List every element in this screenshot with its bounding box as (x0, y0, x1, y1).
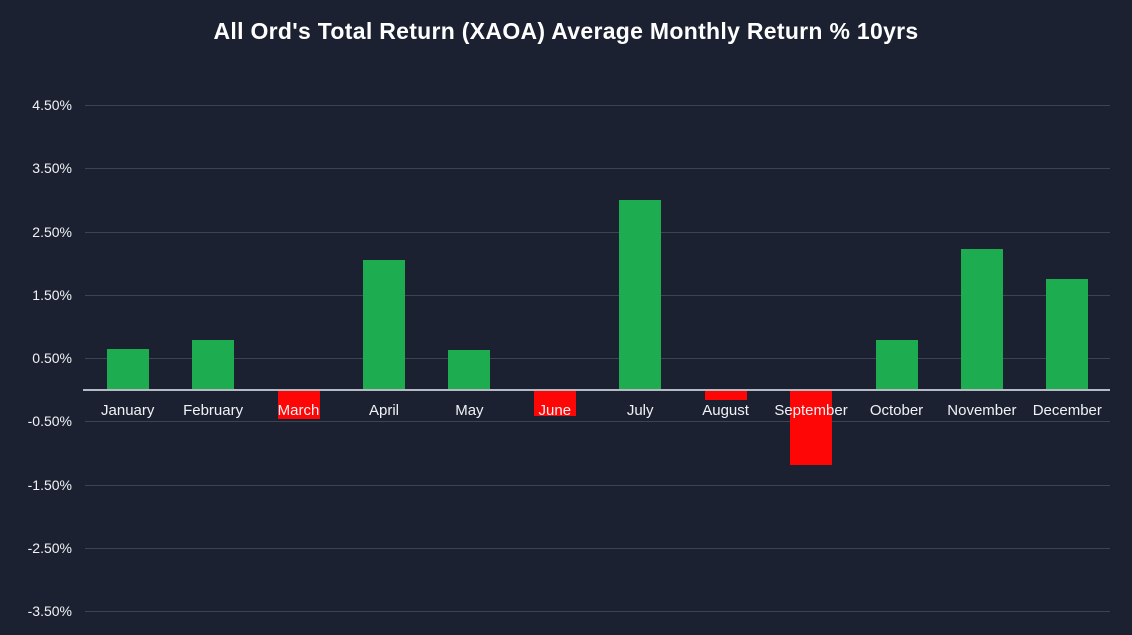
y-tick-label: -0.50% (27, 413, 72, 430)
bar-april (363, 260, 405, 390)
y-axis: 4.50% 3.50% 2.50% 1.50% 0.50% -0.50% -1.50% -2.… (0, 97, 72, 619)
y-tick-label: 4.50% (32, 97, 72, 113)
gridline (85, 421, 1110, 423)
month-label-march: March (277, 401, 320, 419)
y-tick-label: 3.50% (32, 160, 72, 177)
bar-july (619, 199, 662, 390)
bar-august (704, 390, 747, 401)
y-tick-label: -1.50% (27, 476, 72, 493)
y-tick-label: 0.50% (32, 350, 72, 366)
month-label-december: December (1032, 401, 1102, 419)
month-label-april: April (368, 401, 399, 419)
gridline (85, 294, 1110, 296)
gridline (85, 168, 1110, 170)
plot-area: January February March April May June July Augu… (83, 105, 1110, 612)
month-label-june: June (538, 401, 572, 419)
y-tick-label: -3.50% (27, 603, 72, 619)
bar-march (277, 390, 320, 420)
y-tick-label: 1.50% (32, 286, 72, 303)
bar-february (192, 340, 235, 390)
bar-june (533, 390, 576, 416)
month-label-may: May (455, 401, 484, 419)
month-label-october: October (869, 401, 924, 419)
gridline (85, 358, 1110, 359)
bar-december (1046, 278, 1089, 390)
month-label-january: January (101, 401, 155, 419)
gridline (85, 611, 1110, 612)
y-tick-label: 2.50% (32, 223, 72, 240)
gridline (85, 231, 1110, 233)
zero-axis-line (83, 388, 1110, 391)
bar-november (960, 249, 1003, 390)
gridline (85, 105, 1110, 106)
bar-may (448, 350, 491, 390)
month-label-september: September (774, 401, 848, 419)
month-label-july: July (626, 401, 654, 419)
gridline (85, 484, 1110, 486)
bar-january (106, 348, 149, 390)
y-tick-label: -2.50% (27, 539, 72, 556)
bar-september (790, 390, 832, 466)
month-label-august: August (702, 401, 749, 419)
bar-october (875, 340, 918, 390)
month-label-february: February (183, 401, 244, 419)
gridline (85, 547, 1110, 549)
chart-title: All Ord's Total Return (XAOA) Average Mo… (213, 18, 919, 44)
month-label-november: November (947, 401, 1017, 419)
